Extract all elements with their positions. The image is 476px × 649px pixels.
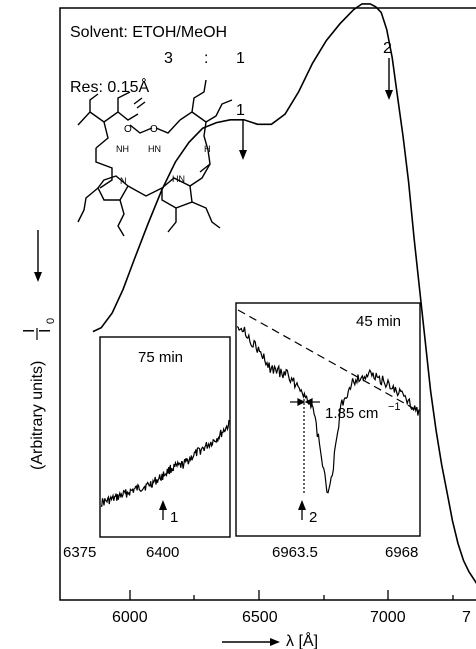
marker-1-arrow — [239, 120, 247, 160]
x-tick-label-6500: 6500 — [242, 609, 278, 626]
mol-hn2: HN — [148, 144, 161, 154]
solvent-label: Solvent: ETOH/MeOH — [70, 24, 227, 41]
marker-2-label: 2 — [383, 40, 392, 57]
marker-2-arrow — [385, 58, 393, 100]
x-tick-label-clipped: 7 — [462, 609, 471, 626]
resolution-label: Res: 0.15Å — [70, 77, 149, 96]
inset-75min-tick-6375: 6375 — [63, 544, 96, 561]
x-axis-arrow — [222, 638, 280, 646]
inset-75min-line — [100, 419, 230, 507]
inset-45min-title: 45 min — [356, 313, 401, 330]
main-spectrum-line — [92, 3, 476, 584]
mol-h: H — [204, 144, 211, 154]
x-axis-label: λ [Å] — [286, 631, 318, 649]
inset-45min-line — [236, 326, 420, 494]
y-axis-label: (Arbitrary units) — [29, 361, 46, 470]
inset-75min-marker-arrow — [159, 500, 167, 520]
inset-45min-marker-arrow — [298, 500, 306, 520]
inset-75min-marker-label: 1 — [170, 509, 178, 526]
inset-75min-tick-6400: 6400 — [146, 544, 179, 561]
y-axis-fraction-denominator: I — [37, 329, 54, 333]
inset-45min-tick-6968: 6968 — [385, 544, 418, 561]
mol-n3: N — [120, 176, 127, 186]
plot-frame — [59, 7, 476, 601]
linewidth-bracket — [290, 395, 320, 495]
ratio-left: 3 — [164, 50, 173, 67]
mol-o2: O — [150, 124, 158, 135]
ratio-colon: : — [204, 50, 208, 67]
y-axis-arrow — [34, 230, 42, 282]
x-tick-label-6000: 6000 — [112, 609, 148, 626]
linewidth-label: 1.85 cm — [325, 405, 378, 422]
ratio-right: 1 — [236, 50, 245, 67]
molecule-structure-icon — [77, 79, 233, 237]
y-axis-fraction-numerator: I — [21, 329, 38, 333]
marker-1-label: 1 — [236, 102, 245, 119]
mol-nh1: NH — [116, 144, 129, 154]
inset-45min-frame — [235, 302, 421, 537]
y-axis-fraction-subscript: 0 — [45, 318, 57, 324]
inset-45min-marker-label: 2 — [309, 509, 317, 526]
mol-o1: O — [124, 124, 132, 135]
inset-45min-tick-6963: 6963.5 — [272, 544, 318, 561]
inset-45min-baseline-dashed — [237, 309, 421, 413]
linewidth-label-sup: −1 — [388, 401, 401, 413]
inset-75min-title: 75 min — [138, 349, 183, 366]
x-tick-label-7000: 7000 — [370, 609, 406, 626]
inset-75min-frame — [99, 336, 231, 538]
x-axis-ticks — [129, 590, 454, 600]
mol-hn4: HN — [172, 174, 185, 184]
